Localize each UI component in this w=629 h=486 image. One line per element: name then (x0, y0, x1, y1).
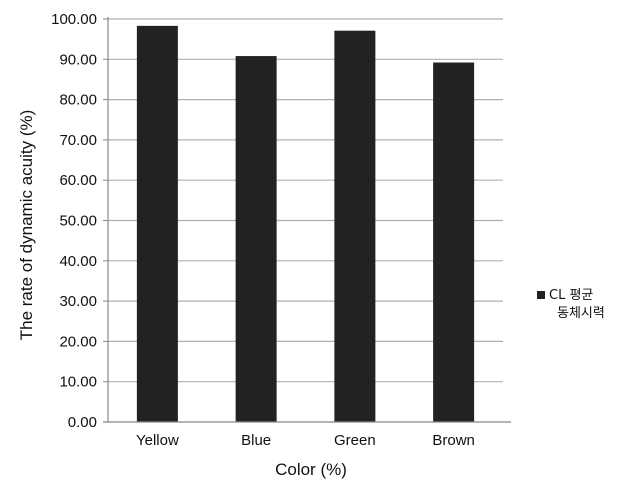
bar-yellow (136, 25, 178, 422)
legend-label-line-1: CL 평균 (549, 288, 593, 303)
x-tick-labels: Yellow Blue Green Brown (136, 432, 475, 449)
axes (103, 17, 511, 423)
y-tick-label: 0.00 (68, 414, 97, 431)
y-tick-label: 80.00 (59, 92, 97, 109)
bar-blue (235, 56, 277, 423)
y-tick-label: 90.00 (59, 51, 97, 68)
x-tick-label: Blue (241, 432, 271, 449)
x-tick-label: Yellow (136, 432, 179, 449)
legend: CL 평균 동체시력 (537, 288, 605, 321)
y-tick-label: 10.00 (59, 374, 97, 391)
x-tick-label: Green (334, 432, 376, 449)
y-tick-label: 30.00 (59, 293, 97, 310)
y-tick-label: 20.00 (59, 333, 97, 350)
legend-swatch (537, 291, 545, 299)
y-axis-title: The rate of dynamic acuity (%) (17, 110, 36, 341)
bar-green (334, 30, 376, 422)
y-tick-label: 50.00 (59, 213, 97, 230)
y-tick-label: 100.00 (51, 11, 97, 28)
bars (136, 25, 475, 423)
y-tick-label: 70.00 (59, 132, 97, 149)
y-tick-label: 40.00 (59, 253, 97, 270)
y-tick-label: 60.00 (59, 172, 97, 189)
x-axis-title: Color (%) (275, 460, 347, 479)
x-tick-label: Brown (432, 432, 475, 449)
y-tick-labels: 0.00 10.00 20.00 30.00 40.00 50.00 60.00 70.00 8… (51, 11, 97, 431)
legend-label-line-2: 동체시력 (557, 306, 605, 321)
bar-brown (433, 62, 475, 423)
